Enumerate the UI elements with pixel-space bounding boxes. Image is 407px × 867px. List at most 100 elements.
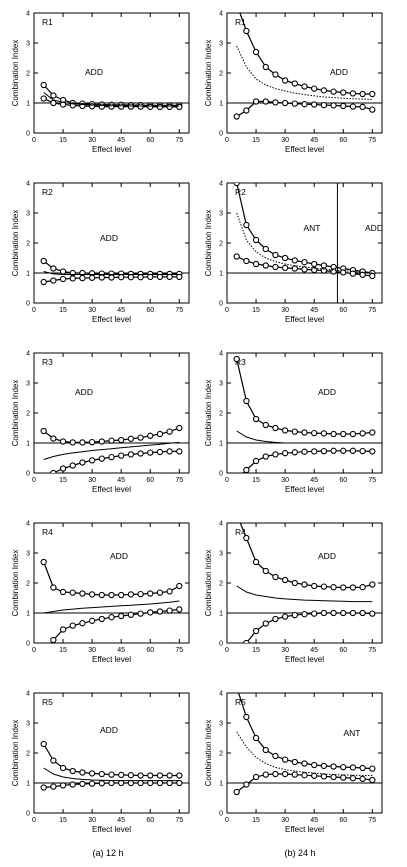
panel-label: R2 [235, 187, 246, 197]
data-point [147, 779, 154, 787]
data-point [166, 273, 173, 281]
x-tick-label: 15 [252, 477, 260, 484]
x-tick-label: 30 [88, 137, 96, 144]
panel-label: R1 [235, 17, 246, 27]
data-point [330, 773, 337, 781]
data-point [359, 775, 366, 782]
data-point [359, 447, 366, 455]
data-point [147, 590, 154, 597]
x-tick-label: 45 [310, 307, 318, 314]
data-point [301, 772, 308, 779]
data-point [301, 611, 308, 618]
x-tick-label: 15 [59, 307, 67, 314]
data-point [59, 782, 67, 789]
data-point [369, 429, 376, 436]
data-point [291, 758, 298, 766]
data-point [166, 607, 173, 614]
data-point [156, 779, 164, 787]
data-point [252, 558, 260, 566]
data-point [330, 430, 337, 438]
data-point [320, 762, 328, 770]
data-point [79, 459, 86, 466]
data-point [50, 265, 57, 272]
data-point [252, 734, 260, 742]
y-tick-label: 1 [219, 101, 223, 108]
data-point [50, 584, 57, 591]
y-axis-label: Combination Index [204, 550, 213, 617]
y-tick-label: 0 [26, 131, 30, 138]
data-point [320, 430, 328, 437]
data-point [40, 784, 47, 791]
data-point [311, 448, 318, 455]
data-point [281, 77, 289, 84]
y-tick-label: 3 [219, 41, 223, 48]
chart-panel: 0 1 2 3 4 0 15 30 45 60 75 Effect level Combination … [204, 521, 383, 664]
annotation-label: ADD [330, 67, 348, 77]
series-group [40, 81, 183, 111]
data-point [137, 779, 144, 787]
x-tick-label: 75 [368, 647, 376, 654]
data-point [320, 87, 328, 94]
data-point [272, 251, 279, 259]
y-tick-label: 1 [26, 101, 30, 108]
data-point [243, 466, 250, 473]
data-point [108, 103, 115, 110]
y-tick-label: 3 [219, 721, 223, 728]
panel-label: R5 [235, 697, 246, 707]
data-point [291, 579, 298, 587]
data-point [176, 606, 183, 613]
data-point [127, 772, 135, 779]
data-point [262, 245, 269, 253]
data-point [252, 98, 260, 105]
data-point [272, 263, 279, 271]
x-tick-label: 60 [146, 307, 154, 314]
data-point [330, 584, 337, 591]
data-point [243, 397, 250, 405]
data-point [349, 447, 357, 454]
data-point [311, 610, 318, 617]
y-tick-label: 0 [219, 641, 223, 648]
data-point [156, 430, 164, 438]
data-point [243, 639, 250, 643]
data-point [234, 476, 239, 481]
x-tick-label: 45 [117, 817, 125, 824]
data-point [281, 264, 289, 272]
data-point [262, 262, 269, 269]
data-point [233, 113, 240, 120]
data-point [50, 636, 57, 643]
data-point [166, 428, 173, 435]
x-tick-label: 15 [59, 137, 67, 144]
data-point [127, 591, 135, 598]
x-tick-label: 60 [146, 647, 154, 654]
data-point [50, 92, 57, 99]
data-point [98, 591, 105, 599]
y-axis-label: Combination Index [204, 40, 213, 107]
x-axis-label: Effect level [92, 485, 131, 494]
x-tick-label: 30 [281, 817, 289, 824]
data-point [108, 779, 115, 787]
data-point [233, 183, 240, 187]
data-point [127, 274, 135, 281]
annotation-label: ADD [365, 223, 383, 233]
data-point [59, 764, 67, 772]
y-tick-label: 3 [26, 211, 30, 218]
y-tick-label: 0 [219, 811, 223, 818]
y-tick-label: 3 [26, 381, 30, 388]
data-point [330, 609, 337, 617]
data-point [252, 260, 260, 268]
x-tick-label: 0 [225, 137, 229, 144]
data-point [349, 775, 357, 782]
data-point [369, 90, 376, 98]
x-tick-label: 75 [175, 477, 183, 484]
data-point [340, 102, 347, 110]
annotation-label: ADD [318, 551, 336, 561]
annotation-label: ADD [100, 233, 118, 243]
x-tick-label: 0 [225, 647, 229, 654]
data-point [291, 449, 298, 456]
data-point [40, 278, 47, 286]
plot-frame [33, 692, 190, 814]
x-tick-label: 0 [225, 817, 229, 824]
annotation-label: ADD [100, 725, 118, 735]
data-point [262, 746, 269, 754]
y-tick-label: 1 [26, 441, 30, 448]
